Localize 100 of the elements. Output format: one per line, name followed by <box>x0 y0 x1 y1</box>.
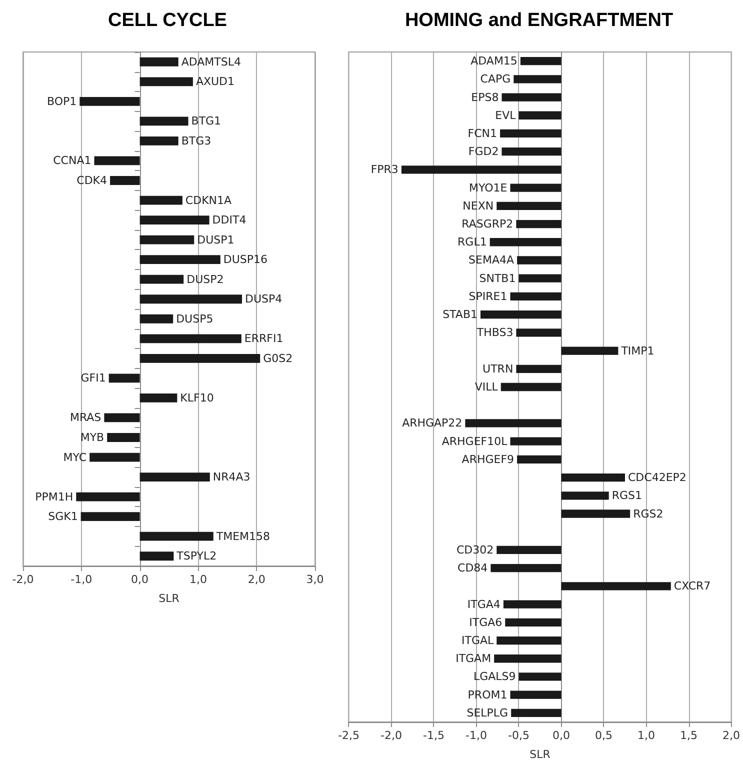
bar <box>516 364 562 373</box>
bar <box>503 600 562 608</box>
y-tick-label: TIMP1 <box>620 344 654 358</box>
y-tick-label: VILL <box>474 380 499 394</box>
y-tick-label: SELPLG <box>466 706 508 720</box>
y-tick-label: SGK1 <box>48 510 78 524</box>
bar <box>490 238 562 246</box>
y-tick-label: PPM1H <box>35 490 74 504</box>
bar <box>516 220 562 228</box>
x-tick-label: 0,0 <box>552 729 570 742</box>
y-tick-label: RASGRP2 <box>462 218 514 231</box>
y-tick-label: CDK4 <box>76 174 108 187</box>
y-tick-label: CD84 <box>458 562 488 575</box>
y-tick-label: CAPG <box>480 72 511 86</box>
y-tick-label: ITGAM <box>456 652 492 666</box>
bar <box>80 512 140 522</box>
y-tick-label: NEXN <box>462 199 494 212</box>
y-tick-label: ADAM15 <box>470 54 518 68</box>
y-tick-label: ADAMTSL4 <box>181 55 241 68</box>
x-tick-label: 1,0 <box>638 729 655 742</box>
bar <box>561 473 625 482</box>
y-tick-label: DUSP1 <box>197 233 234 246</box>
x-tick-label: 2,0 <box>722 729 740 742</box>
bar <box>510 690 562 699</box>
bar <box>561 346 618 355</box>
chart-title: HOMING and ENGRAFTMENT <box>404 10 674 31</box>
bar <box>496 546 562 554</box>
y-tick-label: MYC <box>63 450 87 464</box>
bar <box>561 582 671 590</box>
y-tick-label: ARHGEF9 <box>462 452 514 466</box>
bar <box>502 93 562 102</box>
x-tick-label: -2,5 <box>338 729 360 742</box>
y-tick-label: EVL <box>495 108 517 122</box>
bar <box>500 129 562 138</box>
bar <box>90 452 140 462</box>
bar <box>140 216 210 224</box>
bar <box>110 176 140 185</box>
x-tick-label: 1,0 <box>189 573 207 586</box>
bar <box>494 654 562 663</box>
bar <box>140 77 193 86</box>
x-tick-label: -1,0 <box>466 729 487 742</box>
y-tick-label: BOP1 <box>46 94 77 108</box>
bar <box>500 382 562 392</box>
y-tick-label: FCN1 <box>468 126 498 140</box>
y-tick-label: TSPYL2 <box>176 550 217 563</box>
y-tick-label: FGD2 <box>468 145 499 158</box>
y-tick-label: CDKN1A <box>185 194 232 207</box>
y-tick-label: DUSP4 <box>245 292 282 306</box>
bar <box>480 310 562 319</box>
bar <box>140 314 174 324</box>
y-tick-label: ERRFI1 <box>244 332 284 346</box>
x-tick-label: -2,0 <box>380 729 402 742</box>
y-tick-label: SEMA4A <box>468 254 515 267</box>
bar <box>518 111 562 120</box>
y-tick-label: MYB <box>80 431 104 444</box>
bar <box>510 184 562 192</box>
bar <box>140 116 188 126</box>
x-tick-label: -0,5 <box>508 729 530 742</box>
x-tick-label: 0,5 <box>594 729 612 742</box>
bar <box>496 202 562 210</box>
bar <box>140 255 220 264</box>
bar <box>505 618 562 626</box>
y-tick-label: CCNA1 <box>53 154 92 168</box>
bar <box>511 708 562 718</box>
bar <box>140 354 260 363</box>
x-tick-label: -1,0 <box>70 573 92 586</box>
y-tick-label: ARHGAP22 <box>402 416 462 430</box>
bar <box>401 166 562 174</box>
y-tick-label: EPS8 <box>471 90 499 104</box>
bar <box>510 437 562 446</box>
y-tick-label: DUSP2 <box>186 272 224 286</box>
bar <box>465 419 562 428</box>
bar <box>107 433 140 442</box>
y-tick-label: G0S2 <box>263 352 293 365</box>
bar <box>510 292 562 301</box>
y-tick-label: STAB1 <box>442 308 478 322</box>
bar <box>140 294 242 304</box>
bar <box>94 156 140 166</box>
x-axis-title: SLR <box>158 592 180 605</box>
y-tick-label: BTG1 <box>191 114 222 128</box>
x-tick-label: 1,5 <box>680 729 698 742</box>
bar <box>140 532 214 541</box>
bar <box>140 472 210 482</box>
x-tick-label: -1,5 <box>423 729 444 742</box>
y-tick-label: SNTB1 <box>479 272 516 285</box>
y-tick-label: UTRN <box>482 362 514 376</box>
x-axis-title: SLR <box>530 748 551 761</box>
y-tick-label: THBS3 <box>476 326 514 340</box>
bar <box>561 510 630 518</box>
bar <box>518 274 562 282</box>
bar <box>140 57 178 66</box>
x-tick-label: -2,0 <box>12 573 34 586</box>
bar <box>490 564 562 572</box>
bar <box>520 56 562 66</box>
bar <box>140 235 194 244</box>
y-tick-label: LGALS9 <box>473 670 516 684</box>
x-tick-label: 0,0 <box>131 573 149 586</box>
y-tick-label: BTG3 <box>181 134 212 148</box>
y-tick-label: RGL1 <box>458 236 487 249</box>
bar <box>516 328 562 337</box>
